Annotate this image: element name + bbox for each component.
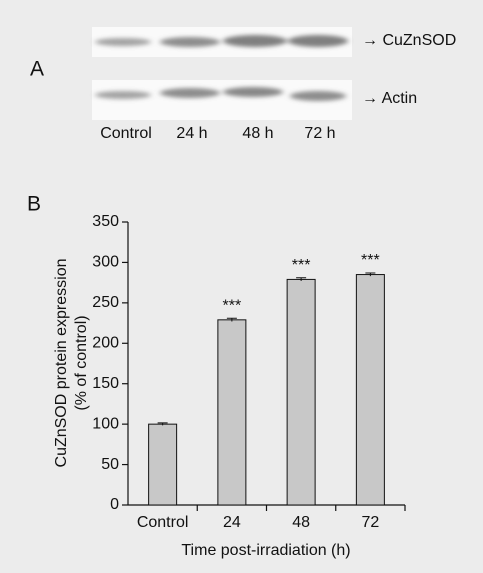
panel-label: B xyxy=(27,193,41,216)
lane-label: 24 h xyxy=(176,125,207,142)
y-axis-label: (% of control) xyxy=(73,315,90,410)
y-tick-label: 300 xyxy=(92,254,119,271)
error-bar xyxy=(365,272,376,277)
y-tick-label: 200 xyxy=(92,335,119,352)
y-axis-label: CuZnSOD protein expression xyxy=(53,259,70,468)
band-label: → CuZnSOD xyxy=(362,32,456,49)
error-bar xyxy=(226,317,237,322)
blot-panel: A → CuZnSOD → Actin Control 24 h 48 h 72… xyxy=(30,27,456,142)
bar xyxy=(217,319,247,506)
panel-label: A xyxy=(30,58,44,81)
y-tick-label: 100 xyxy=(92,415,119,432)
bar xyxy=(286,278,316,506)
x-axis-label: Time post-irradiation (h) xyxy=(181,542,350,559)
significance-label: *** xyxy=(361,252,380,269)
lane-label: 72 h xyxy=(304,125,335,142)
x-tick-label: Control xyxy=(137,514,189,531)
y-tick-label: 50 xyxy=(101,456,119,473)
lane-label: Control xyxy=(100,125,152,142)
y-tick-label: 350 xyxy=(92,213,119,230)
blot-bands xyxy=(95,35,348,101)
x-tick-label: 48 xyxy=(292,514,310,531)
x-tick-label: 24 xyxy=(223,514,241,531)
y-tick-label: 250 xyxy=(92,294,119,311)
y-tick-label: 0 xyxy=(110,496,119,513)
bar xyxy=(355,274,385,506)
bar xyxy=(148,423,178,506)
significance-label: *** xyxy=(223,297,242,314)
error-bar xyxy=(296,277,307,282)
error-bar xyxy=(157,422,168,426)
x-tick-label: 72 xyxy=(361,514,379,531)
significance-label: *** xyxy=(292,257,311,274)
lane-label: 48 h xyxy=(242,125,273,142)
band-label: → Actin xyxy=(362,90,417,107)
y-tick-label: 150 xyxy=(92,375,119,392)
